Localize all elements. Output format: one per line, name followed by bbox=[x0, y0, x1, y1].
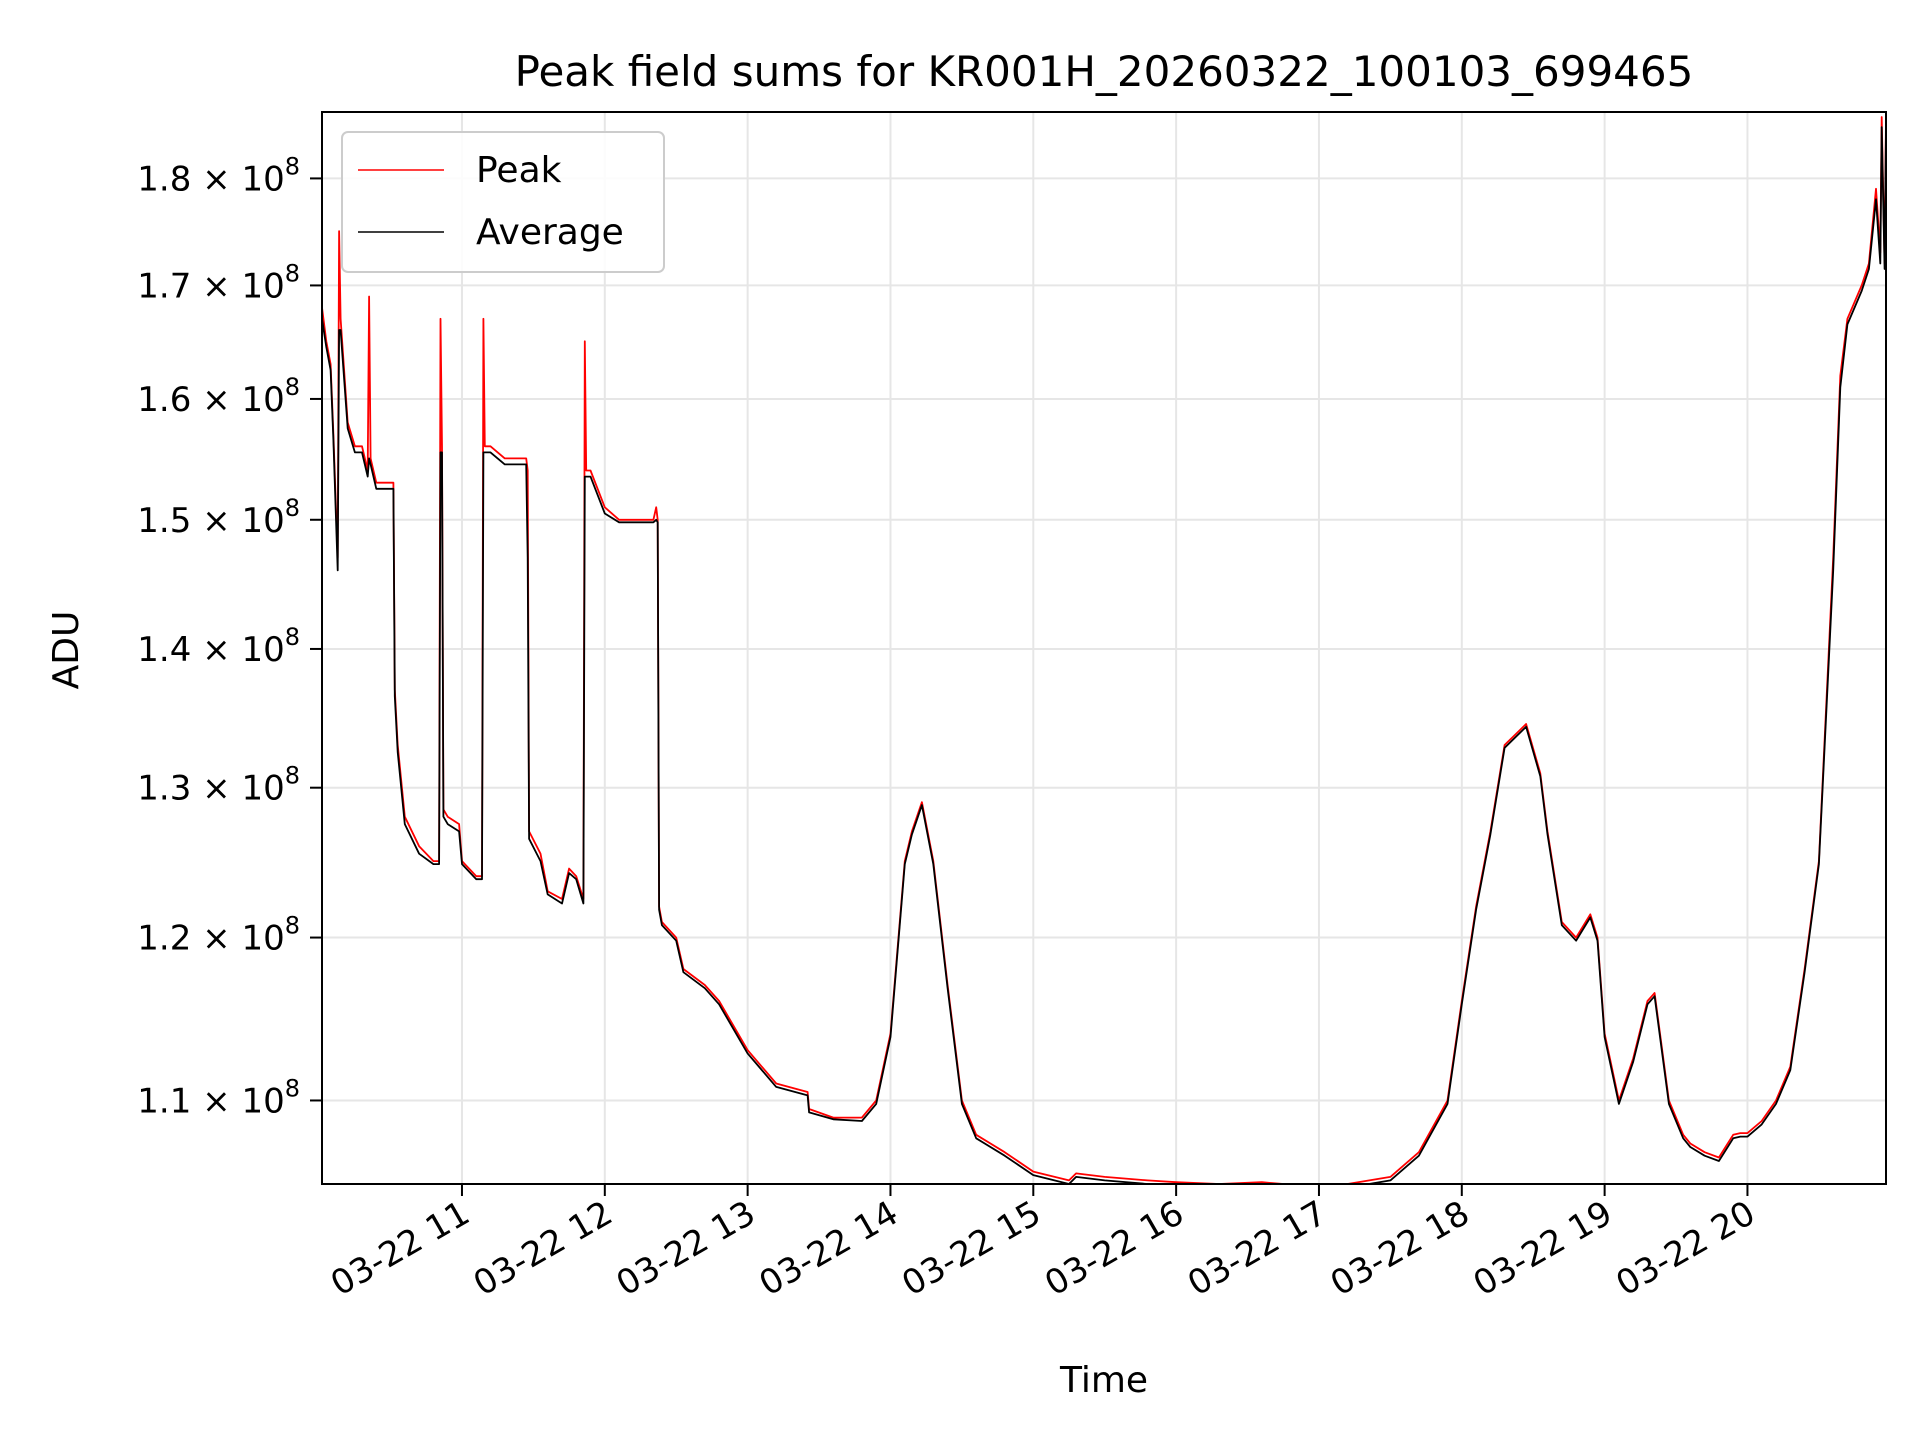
series-line-peak bbox=[322, 116, 1886, 1184]
y-axis-label: ADU bbox=[46, 611, 87, 690]
x-axis-label: Time bbox=[1059, 1360, 1148, 1401]
grid bbox=[322, 112, 1886, 1184]
series-line-average bbox=[322, 126, 1886, 1184]
series-layer bbox=[322, 116, 1886, 1184]
y-tick-label: 1.6 × 108 bbox=[137, 373, 300, 420]
legend-average-label: Average bbox=[476, 212, 624, 253]
y-tick-label: 1.2 × 108 bbox=[137, 912, 300, 959]
y-tick-label: 1.1 × 108 bbox=[137, 1074, 300, 1121]
y-tick-label: 1.8 × 108 bbox=[137, 152, 300, 199]
y-tick-label: 1.3 × 108 bbox=[137, 762, 300, 809]
legend-box bbox=[341, 131, 665, 273]
chart-title: Peak field sums for KR001H_20260322_1001… bbox=[515, 47, 1694, 96]
y-tick-label: 1.4 × 108 bbox=[137, 623, 300, 670]
legend-peak-label: Peak bbox=[476, 150, 562, 191]
legend: Peak Average bbox=[341, 131, 665, 273]
y-tick-label: 1.7 × 108 bbox=[137, 259, 300, 306]
y-axis: 1.1 × 108 1.2 × 108 1.3 × 108 1.4 × 108 1.5 … bbox=[137, 152, 322, 1121]
y-tick-label: 1.5 × 108 bbox=[137, 494, 300, 541]
